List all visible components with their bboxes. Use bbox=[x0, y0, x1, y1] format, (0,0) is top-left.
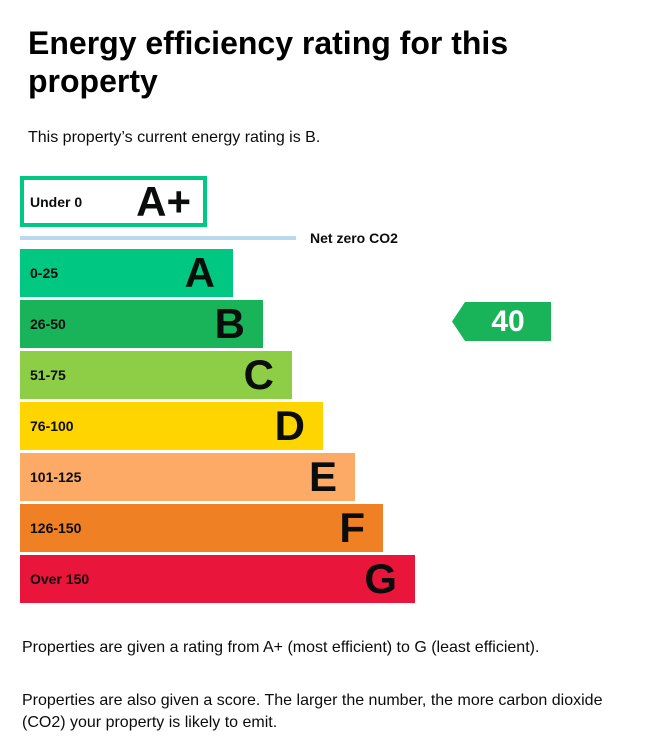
band-f: 126-150 F bbox=[20, 504, 383, 552]
band-letter: C bbox=[243, 351, 274, 398]
band-letter: F bbox=[339, 504, 365, 551]
footer-score-note: Properties are also given a score. The l… bbox=[22, 692, 603, 731]
band-b: 26-50 B bbox=[20, 300, 263, 348]
current-rating-text: This property’s current energy rating is… bbox=[28, 129, 321, 146]
band-c: 51-75 C bbox=[20, 351, 292, 399]
band-letter: D bbox=[274, 402, 305, 449]
footer-rating-note: Properties are given a rating from A+ (m… bbox=[22, 639, 540, 656]
band-a: 0-25 A bbox=[20, 249, 233, 297]
band-letter: A bbox=[184, 249, 215, 296]
band-a-plus: Under 0 A+ bbox=[20, 176, 207, 227]
band-range-label: 76-100 bbox=[30, 418, 74, 434]
band-g: Over 150 G bbox=[20, 555, 415, 603]
band-e: 101-125 E bbox=[20, 453, 355, 501]
band-range-label: 51-75 bbox=[30, 367, 66, 383]
band-letter: B bbox=[214, 300, 245, 347]
band-letter: A+ bbox=[136, 178, 191, 225]
net-zero-line bbox=[20, 236, 296, 240]
band-range-label: Over 150 bbox=[30, 571, 90, 587]
energy-efficiency-chart: Under 0 A+ Net zero CO2 0-25 A 26-50 B 5… bbox=[20, 176, 551, 603]
page-title: Energy efficiency rating for this proper… bbox=[28, 25, 509, 99]
co2-score-indicator: 40 bbox=[452, 302, 551, 341]
co2-score-value: 40 bbox=[491, 305, 525, 338]
band-range-label: 126-150 bbox=[30, 520, 82, 536]
band-letter: E bbox=[308, 453, 337, 500]
band-letter: G bbox=[364, 555, 397, 602]
band-range-label: 101-125 bbox=[30, 469, 82, 485]
band-d: 76-100 D bbox=[20, 402, 323, 450]
band-range-label: Under 0 bbox=[30, 193, 83, 210]
band-range-label: 26-50 bbox=[30, 316, 66, 332]
net-zero-label: Net zero CO2 bbox=[310, 230, 398, 246]
band-range-label: 0-25 bbox=[30, 265, 59, 281]
